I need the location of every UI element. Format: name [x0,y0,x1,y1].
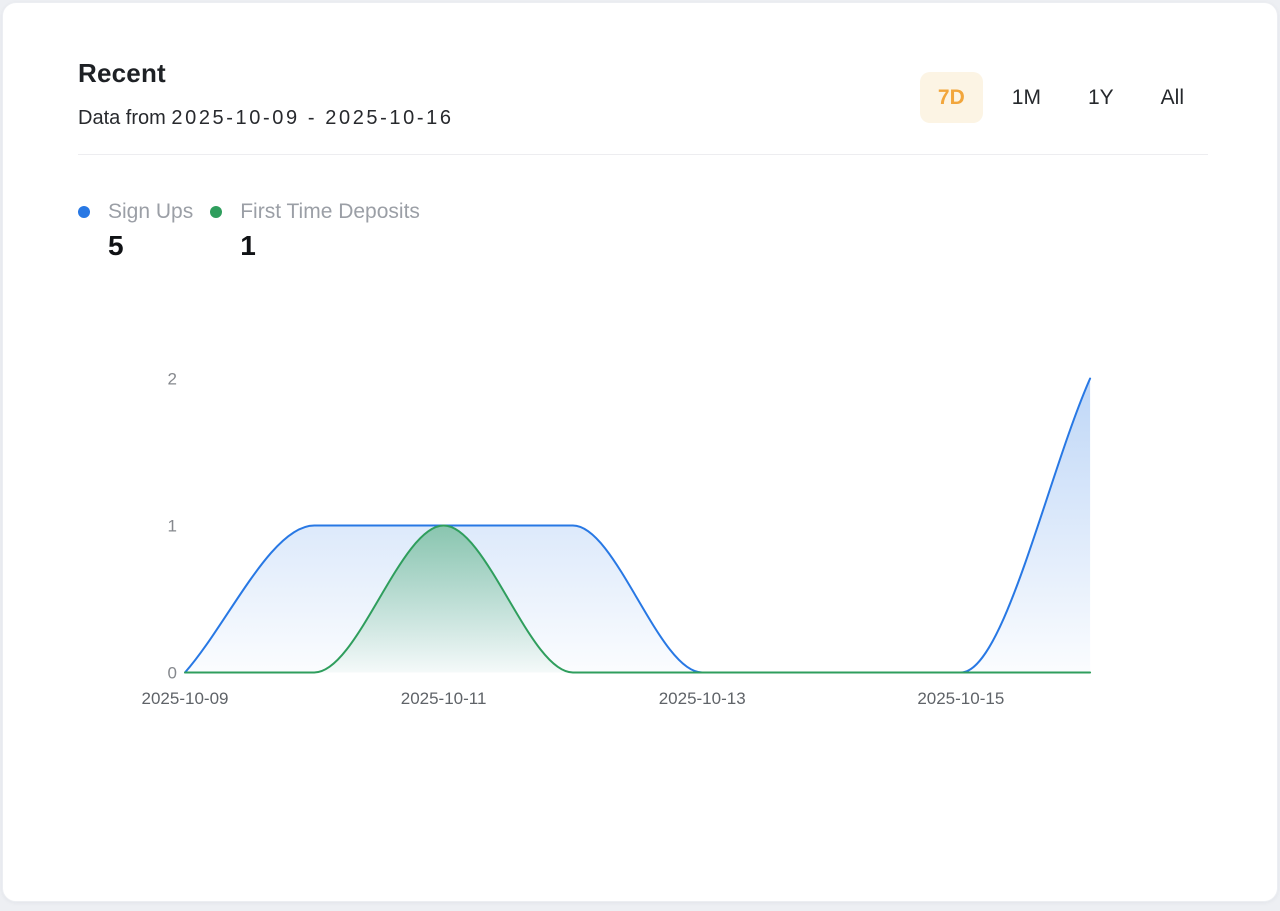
legend-label: Sign Ups [108,200,193,224]
y-axis-tick: 0 [168,664,177,683]
x-axis-tick: 2025-10-13 [659,689,746,708]
area-fill-sign-ups [185,379,1090,673]
y-axis-tick: 2 [168,370,177,389]
range-button-1m[interactable]: 1M [994,72,1059,123]
time-range-selector: 7D 1M 1Y All [920,72,1202,123]
chart-legend: Sign Ups 5 First Time Deposits 1 [78,200,420,262]
sign-ups-dot-icon [78,206,90,218]
range-button-1y[interactable]: 1Y [1070,72,1132,123]
x-axis-tick: 2025-10-15 [917,689,1004,708]
date-range: 2025-10-09 - 2025-10-16 [171,107,453,129]
x-axis-tick: 2025-10-09 [142,689,229,708]
sign-ups-count: 5 [108,230,193,262]
page-title: Recent [78,58,166,89]
x-axis-tick: 2025-10-11 [401,689,487,708]
line-sign-ups [185,379,1090,673]
header-divider [78,154,1208,155]
y-axis-tick: 1 [168,517,177,536]
first-time-deposits-dot-icon [210,206,222,218]
first-time-deposits-count: 1 [240,230,420,262]
range-button-7d[interactable]: 7D [920,72,983,123]
line-first-time-deposits [185,526,1090,673]
date-range-subtitle: Data from 2025-10-09 - 2025-10-16 [78,107,454,130]
area-fill-first-time-deposits [185,526,1090,673]
legend-item-sign-ups[interactable]: Sign Ups 5 [78,200,193,262]
legend-label: First Time Deposits [240,200,420,224]
range-button-all[interactable]: All [1143,72,1202,123]
legend-item-first-time-deposits[interactable]: First Time Deposits 1 [210,200,420,262]
subtitle-prefix: Data from [78,107,166,129]
